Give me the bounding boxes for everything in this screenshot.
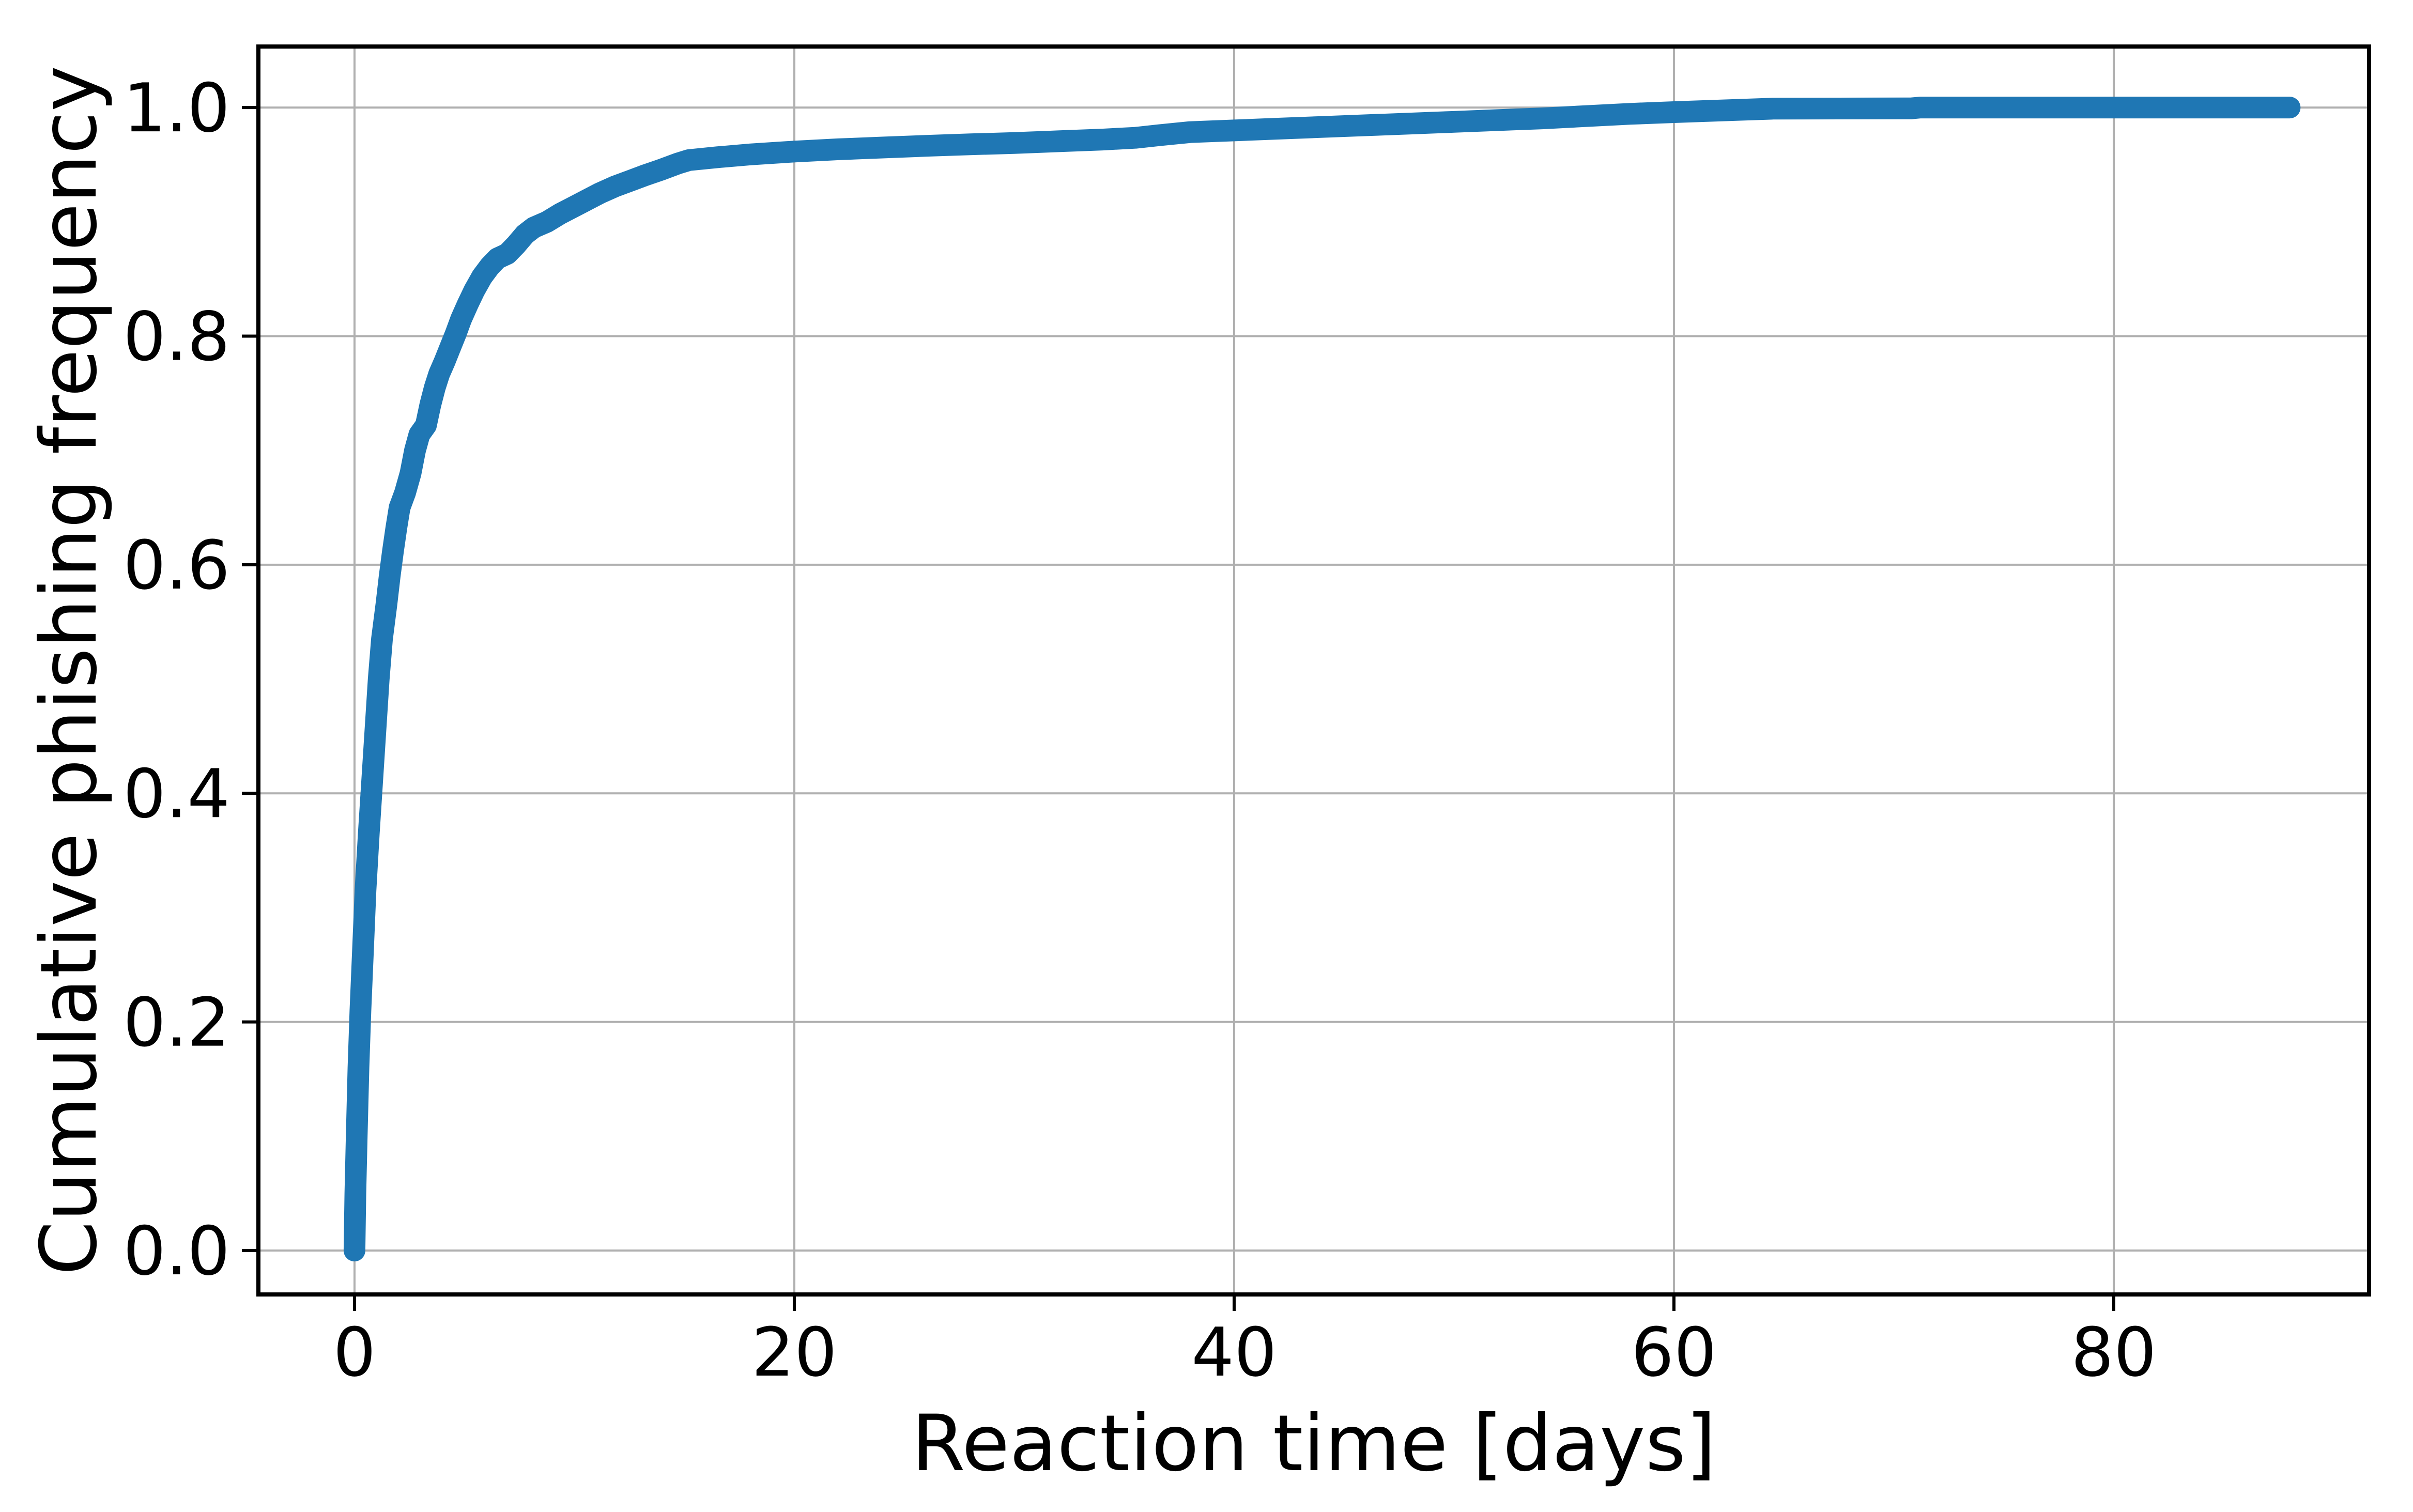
y-tick-label: 0.6 bbox=[123, 526, 230, 605]
tickmarks bbox=[242, 106, 2115, 1311]
x-axis-label: Reaction time [days] bbox=[912, 1399, 1716, 1489]
x-tick-label: 40 bbox=[1191, 1313, 1277, 1392]
x-tick-label: 60 bbox=[1631, 1313, 1716, 1392]
x-tick-label: 20 bbox=[751, 1313, 837, 1392]
x-tick-label: 0 bbox=[333, 1313, 376, 1392]
y-tick-label: 1.0 bbox=[123, 69, 230, 147]
y-tick-label: 0.0 bbox=[123, 1212, 230, 1290]
x-tick-label: 80 bbox=[2071, 1313, 2156, 1392]
y-tick-label: 0.8 bbox=[123, 298, 230, 376]
y-tick-label: 0.4 bbox=[123, 754, 230, 833]
gridlines bbox=[258, 47, 2369, 1294]
y-tick-label: 0.2 bbox=[123, 983, 230, 1062]
ecdf-line bbox=[343, 97, 2301, 1262]
tick-labels: 0 20 40 60 80 0.0 0.2 0.4 0.6 0.8 1.0 bbox=[123, 69, 2156, 1392]
plot-border bbox=[256, 44, 2371, 1297]
y-axis-label: Cumulative phishing frequency bbox=[24, 66, 114, 1275]
